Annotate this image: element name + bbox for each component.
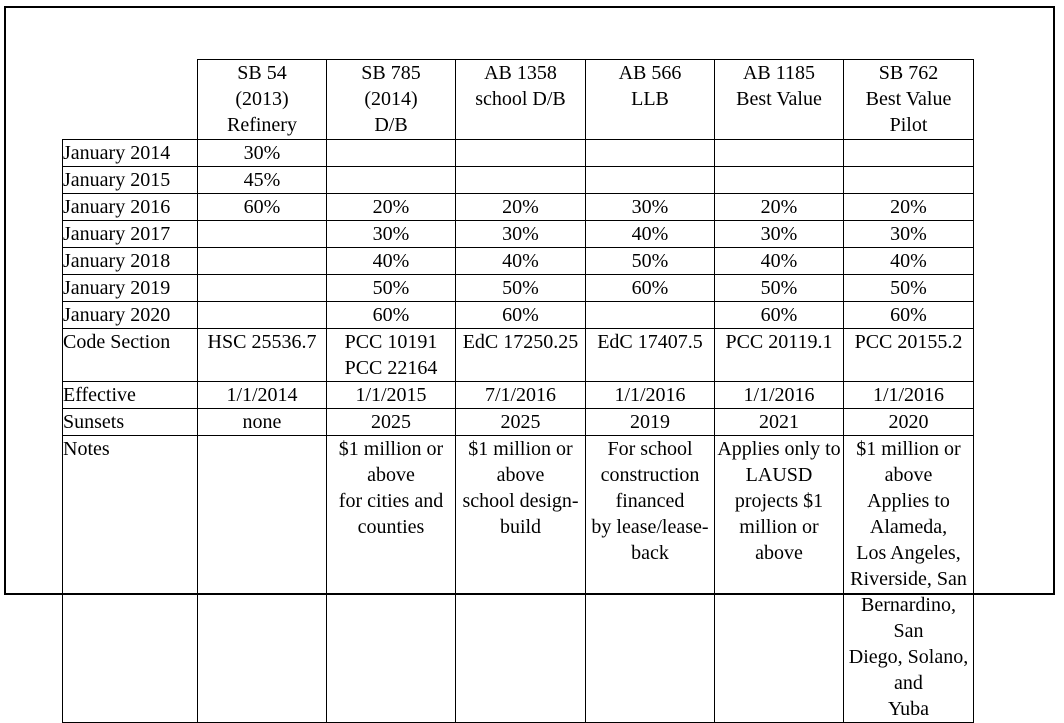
table-cell [843, 166, 974, 194]
year-row: January 2015 45% [62, 166, 974, 194]
table-cell: 50% [326, 274, 456, 302]
table-cell: HSC 25536.7 [197, 328, 327, 382]
table-cell: 2025 [455, 408, 586, 436]
row-label: Effective [62, 381, 198, 409]
table-cell: 50% [714, 274, 844, 302]
table-cell: 30% [197, 139, 327, 167]
corner-cell [62, 59, 198, 140]
notes-row: Notes $1 million or above for cities and… [62, 435, 974, 723]
table-cell: none [197, 408, 327, 436]
row-label: January 2017 [62, 220, 198, 248]
table-cell [585, 166, 715, 194]
table-cell [197, 247, 327, 275]
table-cell: 50% [455, 274, 586, 302]
table-cell: $1 million or above for cities and count… [326, 435, 456, 723]
table-cell: 30% [455, 220, 586, 248]
table-cell [843, 139, 974, 167]
row-label: Code Section [62, 328, 198, 382]
table-cell: PCC 20155.2 [843, 328, 974, 382]
col-header-sb54: SB 54 (2013) Refinery [197, 59, 327, 140]
row-label: Sunsets [62, 408, 198, 436]
table-cell: 20% [714, 193, 844, 221]
table-cell: 60% [455, 301, 586, 329]
table-cell [197, 301, 327, 329]
table-cell: 2019 [585, 408, 715, 436]
table-cell: PCC 20119.1 [714, 328, 844, 382]
table-cell: 60% [843, 301, 974, 329]
year-row: January 2019 50% 50% 60% 50% 50% [62, 274, 974, 302]
year-row: January 2018 40% 40% 50% 40% 40% [62, 247, 974, 275]
col-header-ab566: AB 566 LLB [585, 59, 715, 140]
table-cell [714, 139, 844, 167]
table-cell: 40% [843, 247, 974, 275]
table-cell [326, 166, 456, 194]
table-cell: 60% [585, 274, 715, 302]
table-cell [455, 139, 586, 167]
table-cell: 1/1/2015 [326, 381, 456, 409]
table-cell: 40% [455, 247, 586, 275]
effective-row: Effective 1/1/2014 1/1/2015 7/1/2016 1/1… [62, 381, 974, 409]
table-cell: 20% [326, 193, 456, 221]
table-cell [197, 435, 327, 723]
col-header-ab1185: AB 1185 Best Value [714, 59, 844, 140]
table-cell: 20% [455, 193, 586, 221]
row-label: January 2014 [62, 139, 198, 167]
table-cell: 30% [585, 193, 715, 221]
row-label: January 2016 [62, 193, 198, 221]
table-cell [197, 274, 327, 302]
col-header-ab1358: AB 1358 school D/B [455, 59, 586, 140]
col-header-sb785: SB 785 (2014) D/B [326, 59, 456, 140]
table-cell: 20% [843, 193, 974, 221]
table-cell: PCC 10191 PCC 22164 [326, 328, 456, 382]
table-cell: 1/1/2016 [843, 381, 974, 409]
row-label: January 2020 [62, 301, 198, 329]
table-cell: EdC 17250.25 [455, 328, 586, 382]
table-cell: EdC 17407.5 [585, 328, 715, 382]
table-cell: 30% [843, 220, 974, 248]
table-cell: 30% [326, 220, 456, 248]
table-cell: 50% [585, 247, 715, 275]
table-cell [455, 166, 586, 194]
table-cell: 40% [585, 220, 715, 248]
table-cell: For school construction financed by leas… [585, 435, 715, 723]
table-cell: $1 million or above school design-build [455, 435, 586, 723]
table-cell [197, 220, 327, 248]
procurement-table: SB 54 (2013) Refinery SB 785 (2014) D/B … [62, 59, 974, 723]
header-row: SB 54 (2013) Refinery SB 785 (2014) D/B … [62, 59, 974, 140]
table-cell: 40% [326, 247, 456, 275]
table-cell: 2020 [843, 408, 974, 436]
row-label: January 2019 [62, 274, 198, 302]
table-cell: $1 million or above Applies to Alameda, … [843, 435, 974, 723]
table-cell [326, 139, 456, 167]
table-cell: 60% [714, 301, 844, 329]
table-cell: 45% [197, 166, 327, 194]
row-label: Notes [62, 435, 198, 723]
row-label: January 2015 [62, 166, 198, 194]
col-header-sb762: SB 762 Best Value Pilot [843, 59, 974, 140]
year-row: January 2017 30% 30% 40% 30% 30% [62, 220, 974, 248]
table-cell: 1/1/2016 [585, 381, 715, 409]
table-cell: Applies only to LAUSD projects $1 millio… [714, 435, 844, 723]
year-row: January 2014 30% [62, 139, 974, 167]
year-row: January 2020 60% 60% 60% 60% [62, 301, 974, 329]
table-cell: 60% [197, 193, 327, 221]
table-cell [585, 301, 715, 329]
table-cell: 50% [843, 274, 974, 302]
row-label: January 2018 [62, 247, 198, 275]
table-cell [714, 166, 844, 194]
table-cell: 7/1/2016 [455, 381, 586, 409]
table-cell: 1/1/2014 [197, 381, 327, 409]
table-cell [585, 139, 715, 167]
year-row: January 2016 60% 20% 20% 30% 20% 20% [62, 193, 974, 221]
table-cell: 2025 [326, 408, 456, 436]
table-cell: 30% [714, 220, 844, 248]
code-section-row: Code Section HSC 25536.7 PCC 10191 PCC 22… [62, 328, 974, 382]
sunsets-row: Sunsets none 2025 2025 2019 2021 2020 [62, 408, 974, 436]
table-cell: 40% [714, 247, 844, 275]
table-cell: 2021 [714, 408, 844, 436]
table-cell: 60% [326, 301, 456, 329]
table-cell: 1/1/2016 [714, 381, 844, 409]
